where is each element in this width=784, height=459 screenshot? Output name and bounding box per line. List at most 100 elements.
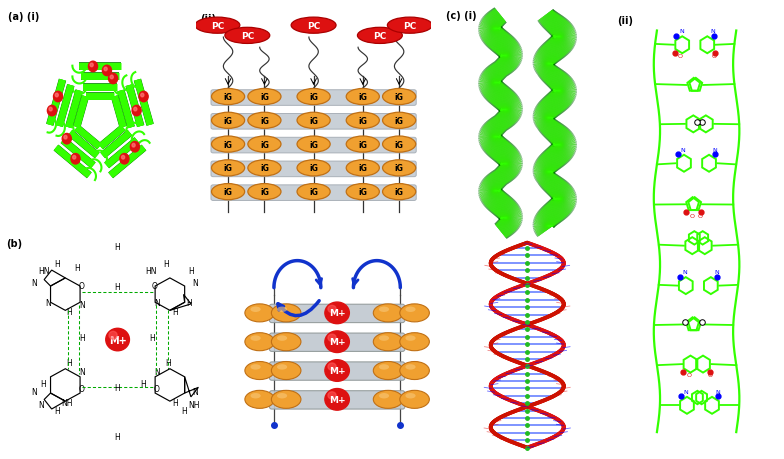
Ellipse shape (387, 18, 432, 34)
Circle shape (328, 335, 336, 341)
Ellipse shape (245, 333, 274, 351)
Text: iG: iG (394, 117, 404, 125)
Text: M+: M+ (328, 337, 346, 347)
Ellipse shape (373, 362, 403, 380)
Text: O: O (707, 373, 712, 378)
Ellipse shape (379, 336, 389, 341)
Ellipse shape (271, 391, 301, 409)
Circle shape (325, 360, 350, 381)
Text: H: H (74, 264, 80, 273)
Ellipse shape (212, 137, 245, 153)
Text: N: N (715, 389, 720, 394)
Text: (c) (i): (c) (i) (446, 11, 477, 22)
Ellipse shape (373, 391, 403, 409)
Text: iG: iG (223, 140, 233, 149)
Text: NH: NH (188, 400, 200, 409)
Text: iG: iG (394, 140, 404, 149)
Text: N: N (684, 389, 688, 394)
Circle shape (55, 94, 58, 98)
Ellipse shape (248, 161, 281, 177)
Circle shape (109, 331, 117, 339)
Circle shape (53, 92, 63, 102)
Ellipse shape (248, 113, 281, 129)
Circle shape (62, 134, 71, 145)
Ellipse shape (212, 161, 245, 177)
Ellipse shape (225, 28, 270, 45)
Text: H: H (163, 259, 169, 269)
Text: iG: iG (358, 140, 367, 149)
Ellipse shape (400, 304, 430, 322)
Ellipse shape (347, 113, 379, 129)
Text: N: N (45, 298, 51, 307)
Circle shape (71, 154, 80, 165)
Text: H: H (149, 333, 154, 342)
Circle shape (325, 302, 350, 324)
Ellipse shape (250, 336, 260, 341)
Ellipse shape (383, 137, 416, 153)
Ellipse shape (400, 391, 430, 409)
Text: O: O (152, 281, 158, 290)
Circle shape (122, 156, 125, 160)
Ellipse shape (383, 184, 416, 200)
FancyBboxPatch shape (211, 138, 416, 154)
Ellipse shape (195, 18, 240, 34)
Text: H: H (172, 307, 178, 316)
Ellipse shape (347, 161, 379, 177)
Text: iG: iG (309, 93, 318, 102)
Text: iG: iG (260, 93, 269, 102)
Text: N: N (38, 400, 44, 409)
Text: iG: iG (260, 140, 269, 149)
Circle shape (328, 306, 336, 313)
Ellipse shape (373, 304, 403, 322)
Text: PC: PC (211, 22, 224, 31)
Ellipse shape (271, 362, 301, 380)
Circle shape (89, 62, 97, 73)
Text: N: N (31, 279, 37, 288)
Ellipse shape (250, 393, 260, 398)
Text: H: H (114, 432, 121, 441)
Ellipse shape (291, 18, 336, 34)
Ellipse shape (245, 362, 274, 380)
Ellipse shape (297, 184, 330, 200)
Text: H: H (181, 406, 187, 415)
Circle shape (325, 331, 350, 353)
FancyBboxPatch shape (270, 305, 405, 323)
Text: H: H (114, 282, 121, 291)
Circle shape (325, 389, 350, 410)
Circle shape (64, 136, 67, 140)
Text: O: O (154, 385, 160, 393)
Text: iG: iG (358, 188, 367, 197)
Ellipse shape (383, 161, 416, 177)
Ellipse shape (277, 393, 287, 398)
Ellipse shape (379, 364, 389, 370)
Text: M+: M+ (328, 395, 346, 404)
Ellipse shape (297, 161, 330, 177)
Text: M+: M+ (328, 366, 346, 375)
Text: H: H (79, 333, 85, 342)
Text: H: H (165, 358, 171, 368)
Text: (ii): (ii) (200, 14, 216, 24)
Ellipse shape (271, 304, 301, 322)
FancyBboxPatch shape (270, 391, 405, 409)
Text: N: N (193, 387, 198, 396)
FancyBboxPatch shape (211, 185, 416, 201)
Ellipse shape (347, 89, 379, 106)
Text: HN: HN (38, 266, 49, 275)
Text: PC: PC (373, 32, 387, 41)
Text: (ii): (ii) (617, 16, 633, 26)
Circle shape (132, 144, 135, 148)
Text: N: N (154, 367, 160, 376)
Text: N: N (683, 270, 688, 275)
Ellipse shape (277, 364, 287, 370)
Text: H: H (186, 298, 191, 307)
Text: iG: iG (358, 164, 367, 173)
Text: iG: iG (394, 164, 404, 173)
Ellipse shape (379, 307, 389, 312)
Ellipse shape (297, 113, 330, 129)
Ellipse shape (347, 137, 379, 153)
Text: O: O (711, 54, 717, 59)
Text: H: H (40, 379, 46, 388)
Text: N: N (714, 270, 719, 275)
Text: H: H (114, 384, 121, 392)
Text: iG: iG (223, 93, 233, 102)
